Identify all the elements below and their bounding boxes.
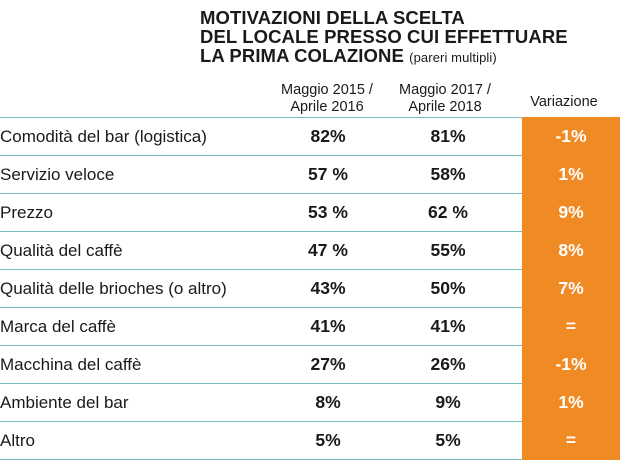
table-row: Qualità del caffè 47 % 55% 8% xyxy=(0,231,620,270)
spacer xyxy=(508,231,522,270)
table-row: Servizio veloce 57 % 58% 1% xyxy=(0,155,620,194)
table-body: Comodità del bar (logistica) 82% 81% -1% Ser… xyxy=(0,117,620,460)
column-header-variation: Variazione xyxy=(499,94,627,111)
value-2018: 26% xyxy=(388,345,508,384)
table-row: Ambiente del bar 8% 9% 1% xyxy=(0,383,620,422)
column-header-variation-label: Variazione xyxy=(530,94,598,110)
value-2016: 47 % xyxy=(268,231,388,270)
value-2016: 5% xyxy=(268,421,388,460)
table-row: Qualità delle brioches (o altro) 43% 50% 7% xyxy=(0,269,620,308)
variation-value: = xyxy=(522,421,620,460)
spacer xyxy=(508,117,522,156)
column-header-2018-line1: Maggio 2017 / xyxy=(399,82,491,98)
value-2018: 41% xyxy=(388,307,508,346)
value-2018: 58% xyxy=(388,155,508,194)
row-label: Servizio veloce xyxy=(0,155,268,194)
column-header-2018: Maggio 2017 / Aprile 2018 xyxy=(380,82,510,116)
value-2018: 81% xyxy=(388,117,508,156)
value-2016: 82% xyxy=(268,117,388,156)
title-line-3: LA PRIMA COLAZIONE (pareri multipli) xyxy=(200,46,620,67)
table-row: Comodità del bar (logistica) 82% 81% -1% xyxy=(0,117,620,156)
chart-title: MOTIVAZIONI DELLA SCELTA DEL LOCALE PRES… xyxy=(200,8,620,67)
row-label: Marca del caffè xyxy=(0,307,268,346)
value-2016: 53 % xyxy=(268,193,388,232)
column-header-2016-line2: Aprile 2016 xyxy=(290,99,364,115)
variation-value: 7% xyxy=(522,269,620,308)
spacer xyxy=(508,383,522,422)
variation-value: -1% xyxy=(522,117,620,156)
column-header-2016: Maggio 2015 / Aprile 2016 xyxy=(262,82,392,116)
column-header-2018-line2: Aprile 2018 xyxy=(408,99,482,115)
title-line-1: MOTIVAZIONI DELLA SCELTA xyxy=(200,7,465,28)
value-2016: 43% xyxy=(268,269,388,308)
spacer xyxy=(508,421,522,460)
row-label: Ambiente del bar xyxy=(0,383,268,422)
variation-value: 1% xyxy=(522,383,620,422)
spacer xyxy=(508,193,522,232)
value-2018: 55% xyxy=(388,231,508,270)
table-row: Marca del caffè 41% 41% = xyxy=(0,307,620,346)
spacer xyxy=(508,269,522,308)
spacer xyxy=(508,307,522,346)
variation-value: 1% xyxy=(522,155,620,194)
row-label: Altro xyxy=(0,421,268,460)
value-2018: 9% xyxy=(388,383,508,422)
row-label: Macchina del caffè xyxy=(0,345,268,384)
variation-value: = xyxy=(522,307,620,346)
data-table: Comodità del bar (logistica) 82% 81% -1% Ser… xyxy=(0,117,620,460)
value-2016: 8% xyxy=(268,383,388,422)
title-line-3-text: LA PRIMA COLAZIONE xyxy=(200,45,404,66)
row-label: Prezzo xyxy=(0,193,268,232)
variation-value: 9% xyxy=(522,193,620,232)
value-2018: 62 % xyxy=(388,193,508,232)
value-2018: 50% xyxy=(388,269,508,308)
value-2016: 27% xyxy=(268,345,388,384)
value-2018: 5% xyxy=(388,421,508,460)
table-row: Altro 5% 5% = xyxy=(0,421,620,460)
spacer xyxy=(508,345,522,384)
variation-value: 8% xyxy=(522,231,620,270)
title-note: (pareri multipli) xyxy=(409,50,497,65)
value-2016: 41% xyxy=(268,307,388,346)
row-label: Qualità del caffè xyxy=(0,231,268,270)
column-header-2016-line1: Maggio 2015 / xyxy=(281,82,373,98)
variation-value: -1% xyxy=(522,345,620,384)
spacer xyxy=(508,155,522,194)
row-label: Comodità del bar (logistica) xyxy=(0,117,268,156)
row-label: Qualità delle brioches (o altro) xyxy=(0,269,268,308)
value-2016: 57 % xyxy=(268,155,388,194)
table-row: Macchina del caffè 27% 26% -1% xyxy=(0,345,620,384)
table-row: Prezzo 53 % 62 % 9% xyxy=(0,193,620,232)
title-line-2: DEL LOCALE PRESSO CUI EFFETTUARE xyxy=(200,26,568,47)
